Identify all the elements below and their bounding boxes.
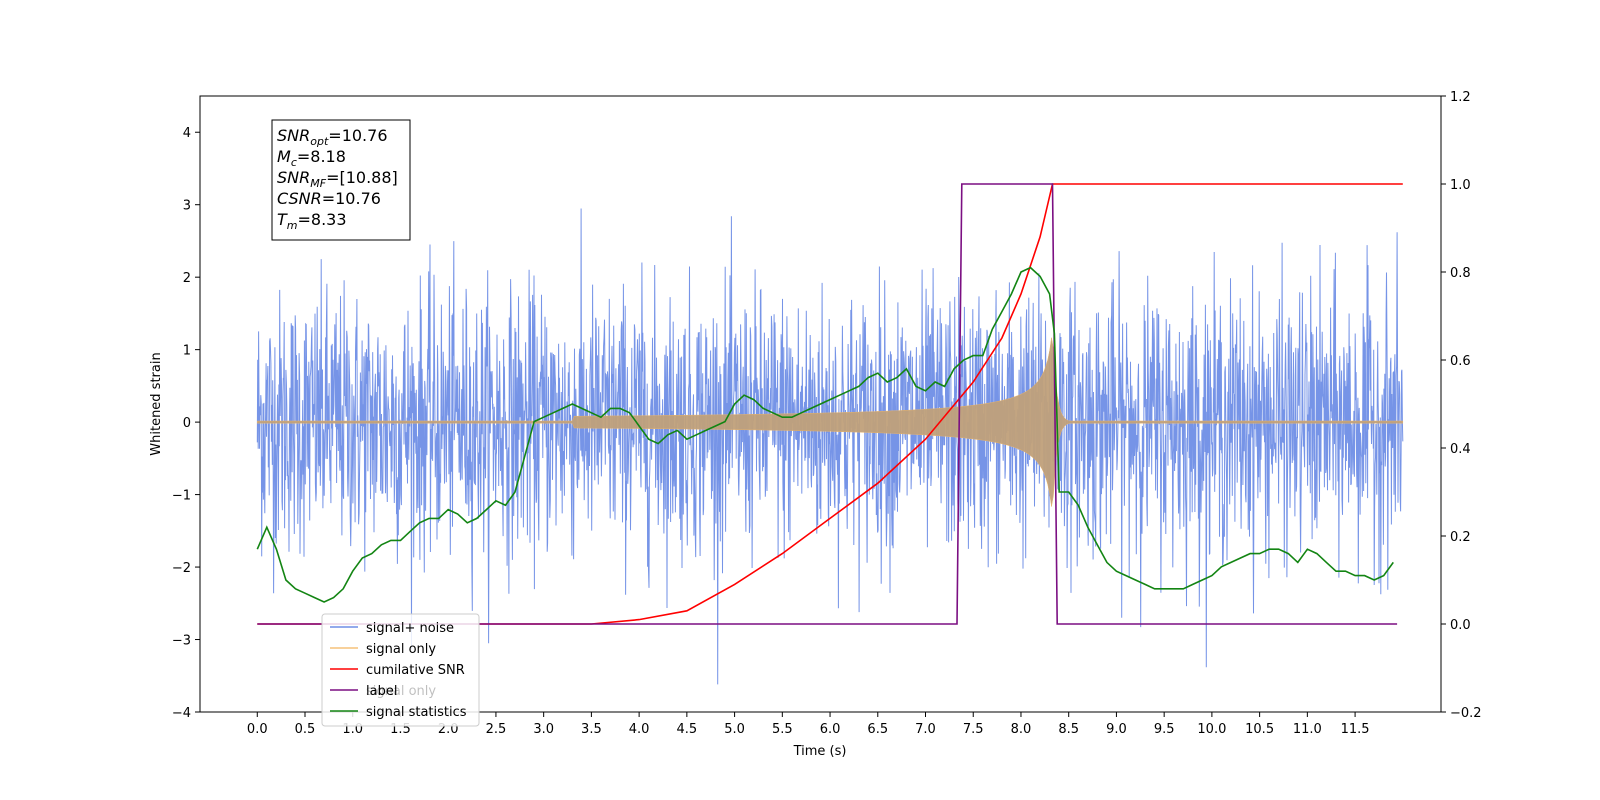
y2-tick-label: 1.2 <box>1450 90 1471 105</box>
x-tick-label: 9.0 <box>1106 722 1127 737</box>
legend-label: signal statistics <box>366 705 467 720</box>
x-tick-label: 0.0 <box>247 722 268 737</box>
x-tick-label: 4.5 <box>677 722 698 737</box>
series-line <box>257 183 1398 625</box>
y-tick-label: 4 <box>183 126 191 141</box>
legend-label-ghost: signal only <box>366 684 436 699</box>
x-tick-label: 4.0 <box>629 722 650 737</box>
noise-line <box>256 208 1404 685</box>
series-line <box>257 183 1403 625</box>
x-tick-label: 10.0 <box>1197 722 1226 737</box>
x-tick-label: 2.5 <box>486 722 507 737</box>
x-tick-label: 5.5 <box>772 722 793 737</box>
y-tick-label: −4 <box>172 706 191 721</box>
y2-tick-label: 0.6 <box>1450 354 1471 369</box>
y-tick-label: −1 <box>172 489 191 504</box>
series-label <box>257 183 1398 625</box>
y-tick-label: −3 <box>172 634 191 649</box>
x-tick-label: 7.0 <box>915 722 936 737</box>
y-tick-label: 2 <box>183 271 191 286</box>
x-tick-label: 10.5 <box>1245 722 1274 737</box>
x-tick-label: 6.0 <box>820 722 841 737</box>
y2-tick-label: −0.2 <box>1450 706 1482 721</box>
series-cumilative-snr <box>257 183 1403 625</box>
x-tick-label: 11.5 <box>1341 722 1370 737</box>
x-tick-label: 5.0 <box>724 722 745 737</box>
y-tick-label: 3 <box>183 199 191 214</box>
annotation-line: Mc=8.18 <box>277 147 346 169</box>
x-axis-label: Time (s) <box>793 744 847 759</box>
series-layer <box>256 183 1404 685</box>
stats-annotation-box: SNRopt=10.76Mc=8.18SNRMF=[10.88]CSNR=10.… <box>271 119 411 241</box>
y2-tick-label: 0.8 <box>1450 266 1471 281</box>
annotation-line: CSNR=10.76 <box>277 189 381 208</box>
x-tick-label: 7.5 <box>963 722 984 737</box>
plot-frame <box>199 95 1442 713</box>
x-tick-label: 8.5 <box>1058 722 1079 737</box>
y2-tick-label: 1.0 <box>1450 178 1471 193</box>
legend-label: signal only <box>366 642 436 657</box>
y-tick-label: 0 <box>183 416 191 431</box>
y-tick-label: 1 <box>183 344 191 359</box>
annotation-line: SNRopt=10.76 <box>277 126 388 148</box>
y2-tick-label: 0.4 <box>1450 442 1471 457</box>
series-signal-only <box>257 337 1404 507</box>
x-tick-label: 9.5 <box>1154 722 1175 737</box>
x-tick-label: 3.0 <box>533 722 554 737</box>
annotation-line: Tm=8.33 <box>277 210 347 232</box>
annotation-frame <box>271 119 411 241</box>
y-axis-right: 1.2 1.0 0.8 0.6 0.4 0.2 0.0 −0.2 <box>1441 90 1482 721</box>
x-tick-label: 3.5 <box>581 722 602 737</box>
series-signal-noise <box>256 208 1404 685</box>
y-tick-label: −2 <box>172 561 191 576</box>
x-tick-label: 11.0 <box>1293 722 1322 737</box>
annotation-line: SNRMF=[10.88] <box>277 168 398 190</box>
series-signal-statistics <box>256 266 1394 603</box>
chirp-band <box>257 337 1404 507</box>
y2-tick-label: 0.2 <box>1450 530 1471 545</box>
legend-label: cumilative SNR <box>366 663 465 678</box>
x-tick-label: 0.5 <box>295 722 316 737</box>
x-tick-label: 6.5 <box>867 722 888 737</box>
legend-label: signal+ noise <box>366 621 454 636</box>
series-line <box>256 266 1394 603</box>
y-axis-label: Whitened strain <box>149 352 164 455</box>
y2-tick-label: 0.0 <box>1450 618 1471 633</box>
legend-label: label <box>366 684 397 699</box>
y-axis-left: 4 3 2 1 0 −1 −2 −3 −4 <box>172 126 200 721</box>
x-tick-label: 8.0 <box>1011 722 1032 737</box>
legend-frame <box>321 613 480 727</box>
legend: signal+ noise signal only cumilative SNR la… <box>321 613 480 727</box>
